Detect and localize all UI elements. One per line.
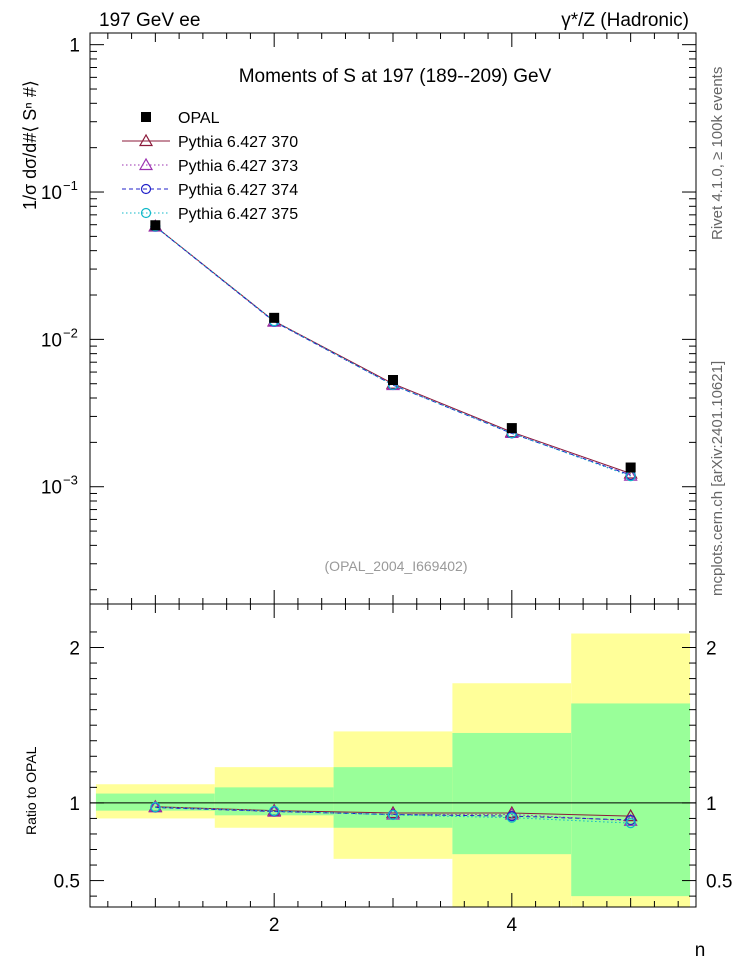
ratio-x-label: n: [695, 940, 706, 961]
ratio-xtick-label-2: 4: [507, 915, 518, 936]
main-ytick-label-1: 1: [69, 36, 80, 57]
ratio-line-3: [155, 807, 631, 821]
legend-label-2: Pythia 6.427 373: [178, 158, 298, 175]
ratio-point-3-5: [625, 814, 636, 826]
ratio-point-4-1: [150, 801, 161, 813]
rivet-label: Rivet 4.1.0, ≥ 100k events: [709, 67, 726, 240]
ratio-point-4-2: [269, 805, 280, 817]
ratio-ytick-label-right-3: 0.5: [706, 872, 732, 893]
main-ytick-exponent-3: −2: [63, 325, 78, 340]
legend-label-3: Pythia 6.427 374: [178, 182, 298, 199]
legend-marker-1: [138, 133, 154, 147]
ratio-point-4-5: [625, 817, 636, 829]
legend-label-0: OPAL: [178, 110, 220, 127]
main-point-0-2: [269, 312, 280, 323]
main-point-0-5: [625, 462, 636, 473]
ratio-point-4-4: [506, 812, 517, 823]
ratio-uncertainty-bands: [95, 633, 691, 907]
legend-marker-2: [138, 157, 154, 171]
ratio-line-1: [155, 806, 631, 817]
main-ytick-label-3: 10: [41, 330, 62, 351]
legend-marker-4: [140, 207, 152, 219]
legend-marker-3: [140, 183, 152, 195]
mcplots-label: mcplots.cern.ch [arXiv:2401.10621]: [709, 361, 726, 596]
legend-marker-0: [141, 112, 151, 122]
main-line-2: [155, 226, 631, 477]
header-right: γ*/Z (Hadronic): [561, 10, 689, 31]
legend-label-4: Pythia 6.427 375: [178, 206, 298, 223]
main-line-1: [155, 225, 631, 474]
ratio-line-4: [155, 806, 631, 824]
ratio-ytick-label-2: 1: [69, 794, 80, 815]
main-line-3: [155, 226, 631, 476]
main-ytick-label-4: 10: [41, 478, 62, 499]
header-left: 197 GeV ee: [99, 10, 200, 31]
legend: OPAL Pythia 6.427 370 Pythia 6.427 373 Pyth…: [122, 110, 298, 223]
ratio-series-group: [148, 799, 638, 829]
green-band-5: [571, 703, 691, 897]
ratio-xtick-label-1: 2: [269, 915, 280, 936]
main-series-group: [148, 219, 638, 482]
analysis-annotation: (OPAL_2004_I669402): [325, 558, 468, 574]
main-line-4: [155, 226, 631, 477]
ratio-ytick-label-1: 2: [69, 639, 80, 660]
ratio-point-1-3: [385, 805, 401, 819]
ratio-ytick-label-3: 0.5: [54, 872, 80, 893]
main-point-0-4: [506, 423, 517, 434]
ratio-ytick-label-right-1: 2: [706, 639, 717, 660]
ratio-point-1-5: [623, 808, 638, 822]
ratio-y-label: Ratio to OPAL: [23, 746, 39, 835]
ratio-point-4-3: [387, 809, 399, 821]
main-ytick-exponent-4: −3: [63, 473, 78, 488]
main-title: Moments of S at 197 (189--209) GeV: [239, 66, 552, 87]
main-point-0-3: [388, 375, 398, 386]
axes-group: 110 −110 −210 −32 42 21 10.5 0.5: [41, 32, 732, 936]
main-ytick-exponent-2: −1: [63, 178, 78, 193]
main-ytick-label-2: 10: [41, 183, 62, 204]
ratio-ytick-label-right-2: 1: [706, 794, 717, 815]
main-point-0-1: [150, 220, 161, 231]
main-y-label: 1/σ dσ/d#⟨ Sⁿ #⟩: [20, 80, 40, 210]
green-band-4: [452, 732, 572, 855]
legend-label-1: Pythia 6.427 370: [178, 134, 298, 151]
ratio-line-2: [155, 806, 631, 822]
